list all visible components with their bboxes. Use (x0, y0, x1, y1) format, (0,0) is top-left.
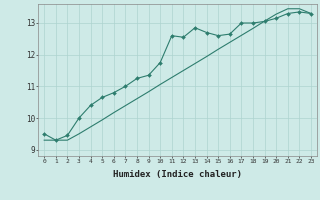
X-axis label: Humidex (Indice chaleur): Humidex (Indice chaleur) (113, 170, 242, 179)
